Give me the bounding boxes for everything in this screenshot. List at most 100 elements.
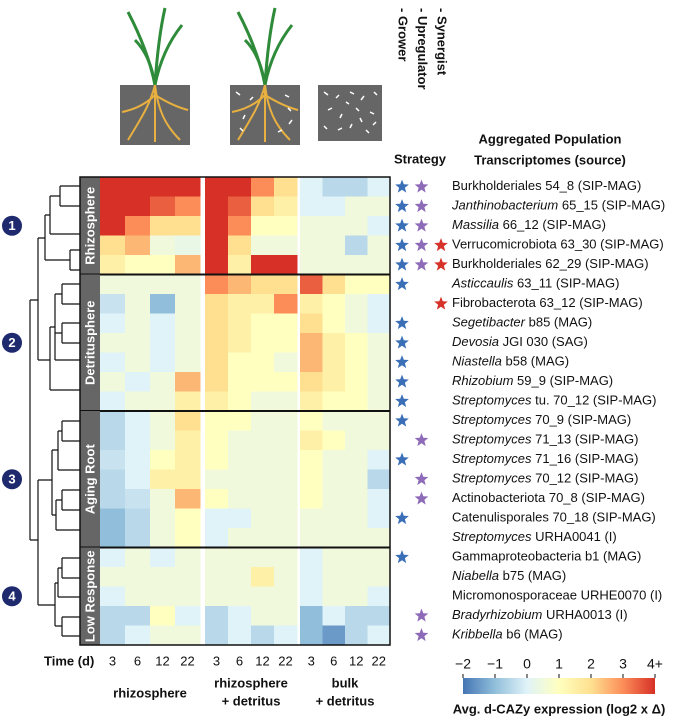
strategy-star <box>395 355 409 369</box>
colorbar-tick-label: 3 <box>619 656 627 672</box>
row-label: Actinobacteriota 70_8 (SIP-MAG) <box>452 490 645 505</box>
strategy-star <box>414 238 429 252</box>
heatmap-cell <box>228 625 252 646</box>
heatmap-cell <box>205 255 229 275</box>
row-label-italic: Streptomyces <box>452 412 532 427</box>
colorbar <box>463 678 655 694</box>
heatmap-cell <box>345 235 368 256</box>
colorbar-tick-label: 2 <box>587 656 595 672</box>
strategy-star <box>395 452 409 466</box>
row-label-text: Gammaproteobacteria b1 (MAG) <box>452 549 641 564</box>
group-label: Rhizosphere <box>82 187 97 265</box>
heatmap-cell <box>251 430 275 451</box>
row-label: Rhizobium 59_9 (SIP-MAG) <box>452 373 613 388</box>
heatmap-cell <box>367 274 391 295</box>
heatmap-cell <box>274 508 298 529</box>
heatmap-cell <box>150 216 176 236</box>
row-label: Niabella b75 (MAG) <box>452 568 566 583</box>
time-tick-label: 3 <box>109 653 116 668</box>
heatmap-cell <box>300 216 323 236</box>
header-line: Transcriptomes (source) <box>474 152 626 167</box>
time-tick-label: 6 <box>134 653 141 668</box>
heatmap-cell <box>367 352 391 373</box>
row-label: Catenulisporales 70_18 (SIP-MAG) <box>452 510 656 525</box>
heatmap-cell <box>345 255 368 275</box>
heatmap-cell <box>251 274 275 295</box>
heatmap-cell <box>251 372 275 392</box>
heatmap-cell <box>274 333 298 353</box>
time-tick-label: 12 <box>349 653 363 668</box>
row-label-text: Fibrobacterota 63_12 (SIP-MAG) <box>452 295 643 310</box>
heatmap-cell <box>345 469 368 490</box>
heatmap-cell <box>150 255 176 275</box>
heatmap-cell <box>205 528 229 548</box>
heatmap-cell <box>150 411 176 431</box>
group-number: 1 <box>8 218 15 233</box>
strategy-star <box>395 257 409 271</box>
heatmap-cell <box>175 528 201 548</box>
strategy-star <box>395 374 409 388</box>
heatmap-cell <box>322 489 346 509</box>
heatmap-cell <box>367 606 391 626</box>
heatmap-cell <box>228 411 252 431</box>
heatmap-cell <box>251 177 275 197</box>
group-label: Detritusphere <box>82 300 97 385</box>
strategy-star <box>395 238 409 252</box>
heatmap-cell <box>125 625 151 646</box>
row-label-text: b58 (MAG) <box>505 354 569 369</box>
row-label-text: Verrucomicrobiota 63_30 (SIP-MAG) <box>452 237 664 252</box>
heatmap-cell <box>274 313 298 334</box>
heatmap-cell <box>175 430 201 451</box>
heatmap-cell <box>150 567 176 587</box>
heatmap-cell <box>175 508 201 529</box>
strategy-star <box>395 179 409 193</box>
heatmap-cell <box>150 450 176 470</box>
heatmap-cell <box>150 586 176 607</box>
heatmap-cell <box>322 177 346 197</box>
heatmap-cell <box>205 196 229 217</box>
heatmap-cell <box>300 333 323 353</box>
heatmap-cell <box>205 430 229 451</box>
heatmap-cell <box>274 352 298 373</box>
heatmap-cell <box>228 528 252 548</box>
heatmap-cell <box>251 567 275 587</box>
row-label-italic: Kribbella <box>452 627 503 642</box>
heatmap-cell <box>100 528 126 548</box>
heatmap-cell <box>175 450 201 470</box>
heatmap-cell <box>367 489 391 509</box>
row-label-text: Actinobacteriota 70_8 (SIP-MAG) <box>452 490 645 505</box>
heatmap-cell <box>251 489 275 509</box>
heatmap-cell <box>228 294 252 314</box>
heatmap-cell <box>251 391 275 412</box>
heatmap-cell <box>175 294 201 314</box>
heatmap-cell <box>100 489 126 509</box>
row-label-text: 71_13 (SIP-MAG) <box>535 432 638 447</box>
heatmap-cell <box>125 372 151 392</box>
heatmap-cell <box>345 294 368 314</box>
row-label-text: 66_12 (SIP-MAG) <box>503 217 606 232</box>
heatmap-cell <box>367 430 391 451</box>
strategy-star <box>414 608 429 622</box>
heatmap-cell <box>345 606 368 626</box>
row-label: Fibrobacterota 63_12 (SIP-MAG) <box>452 295 643 310</box>
row-label: Asticcaulis 63_11 (SIP-MAG) <box>451 276 619 291</box>
heatmap-cell <box>125 567 151 587</box>
heatmap-cell <box>251 450 275 470</box>
heatmap-cell <box>150 235 176 256</box>
heatmap-cell <box>125 352 151 373</box>
row-label: Streptomyces 71_16 (SIP-MAG) <box>452 451 638 466</box>
heatmap-cell <box>345 372 368 392</box>
row-label-italic: Janthinobacterium <box>451 198 558 213</box>
row-label-text: b6 (MAG) <box>506 627 562 642</box>
heatmap-cell <box>300 489 323 509</box>
heatmap-cell <box>345 177 368 197</box>
heatmap-cell <box>251 294 275 314</box>
row-label: Segetibacter b85 (MAG) <box>452 315 592 330</box>
strategy-star <box>414 628 429 642</box>
heatmap-cell <box>345 313 368 334</box>
row-label: Micromonosporaceae URHE0070 (I) <box>452 588 662 603</box>
heatmap-cell <box>251 313 275 334</box>
heatmap-cell <box>228 547 252 568</box>
heatmap-cell <box>175 469 201 490</box>
heatmap-cell <box>175 177 201 197</box>
